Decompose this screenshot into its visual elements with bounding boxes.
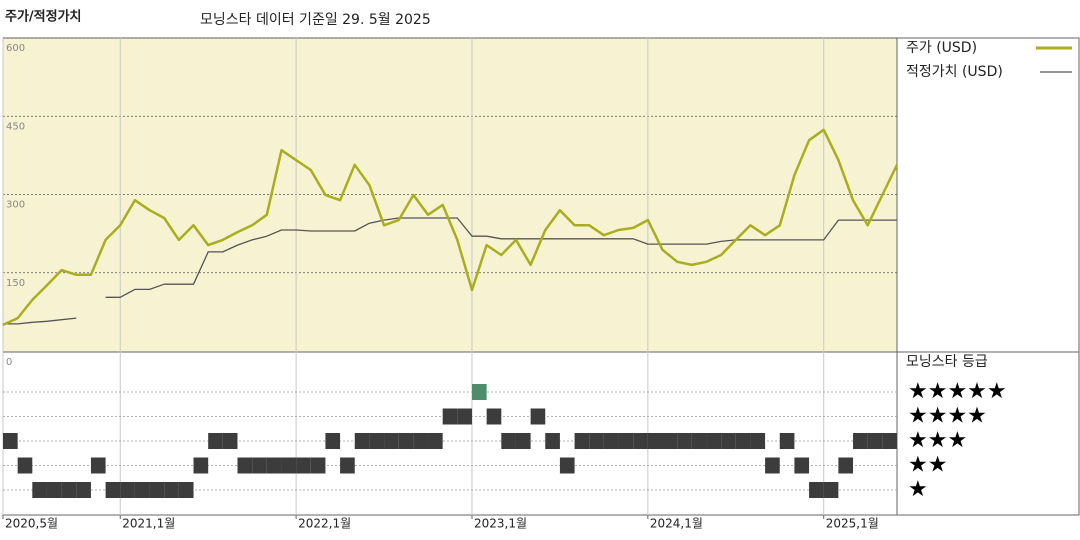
rating-bar <box>457 408 472 425</box>
rating-bar <box>838 457 854 474</box>
rating-bar <box>32 482 47 498</box>
rating-bar <box>193 457 209 474</box>
series-line <box>2 128 899 327</box>
rating-bar <box>281 457 297 474</box>
legend-label: 주가 (USD) <box>906 40 977 56</box>
y-tick-label: 150 <box>6 278 25 289</box>
rating-bar <box>530 408 546 425</box>
rating-bar <box>134 482 150 498</box>
rating-bar <box>574 433 590 449</box>
chart-subtitle: 모닝스타 데이터 기준일 29. 5월 2025 <box>200 12 431 28</box>
rating-bar <box>633 433 648 449</box>
x-tick-label: 2021,1월 <box>122 517 175 531</box>
rating-bar <box>721 433 736 449</box>
rating-bar <box>882 433 897 449</box>
rating-bar <box>178 482 194 498</box>
rating-label: ★★★★ <box>908 404 987 429</box>
rating-bar <box>3 433 18 449</box>
rating-bar <box>384 433 399 449</box>
rating-label: ★★★ <box>908 428 967 453</box>
rating-bar <box>17 457 33 474</box>
rating-bar <box>589 433 604 449</box>
rating-bar <box>428 433 443 449</box>
rating-bar <box>706 433 722 449</box>
rating-bar <box>750 433 766 449</box>
series-line <box>3 217 897 325</box>
rating-bar <box>691 433 707 449</box>
price-panel <box>2 37 898 353</box>
rating-bar <box>105 482 121 498</box>
rating-bar <box>120 482 135 498</box>
rating-bar <box>867 433 883 449</box>
y-tick-label: 300 <box>6 200 25 211</box>
rating-title: 모닝스타 등급 <box>906 354 988 370</box>
rating-bar <box>369 433 385 449</box>
rating-bar <box>413 433 429 449</box>
legend-label: 적정가치 (USD) <box>906 64 1003 80</box>
rating-bar <box>515 433 531 449</box>
x-tick-label: 2025,1월 <box>826 517 879 531</box>
rating-bar <box>90 457 106 474</box>
rating-axis-label: 0 <box>6 357 12 368</box>
rating-bar <box>237 457 253 474</box>
rating-bar <box>208 433 223 449</box>
rating-bar <box>76 482 91 498</box>
rating-label: ★★★★★ <box>908 379 1007 404</box>
rating-bar <box>603 433 619 449</box>
rating-bar <box>677 433 692 449</box>
rating-bar <box>354 433 370 449</box>
rating-bar <box>252 457 267 474</box>
rating-bar <box>486 408 502 425</box>
rating-bar <box>266 457 282 474</box>
x-tick-label: 2022,1월 <box>298 517 351 531</box>
rating-label: ★ <box>908 477 928 502</box>
rating-bar <box>765 457 780 474</box>
rating-bar <box>325 433 341 449</box>
rating-bar <box>559 457 575 474</box>
rating-bar <box>853 433 868 449</box>
rating-bar <box>222 433 238 449</box>
rating-bar <box>779 433 795 449</box>
rating-bar <box>340 457 355 474</box>
rating-bar <box>823 482 839 498</box>
rating-bar <box>501 433 516 449</box>
rating-bar <box>46 482 62 498</box>
x-tick-label: 2023,1월 <box>474 517 527 531</box>
x-tick-label: 2020,5월 <box>5 517 58 531</box>
rating-bar <box>662 433 678 449</box>
rating-bar <box>442 408 458 425</box>
rating-bar <box>809 482 824 498</box>
y-tick-label: 450 <box>6 121 25 132</box>
legend-panel <box>896 37 1080 516</box>
rating-bar <box>794 457 810 474</box>
rating-bar <box>618 433 634 449</box>
rating-label: ★★ <box>908 453 947 478</box>
y-tick-label: 600 <box>6 43 25 54</box>
rating-bar <box>296 457 311 474</box>
rating-bar <box>647 433 663 449</box>
rating-bar <box>545 433 560 449</box>
rating-bar <box>310 457 326 474</box>
rating-bar <box>164 482 179 498</box>
rating-bar <box>471 384 487 400</box>
rating-bar <box>149 482 165 498</box>
rating-bar <box>398 433 414 449</box>
x-tick-label: 2024,1월 <box>650 517 703 531</box>
rating-bar <box>735 433 751 449</box>
rating-bar <box>61 482 77 498</box>
chart-title: 주가/적정가치 <box>5 9 82 25</box>
